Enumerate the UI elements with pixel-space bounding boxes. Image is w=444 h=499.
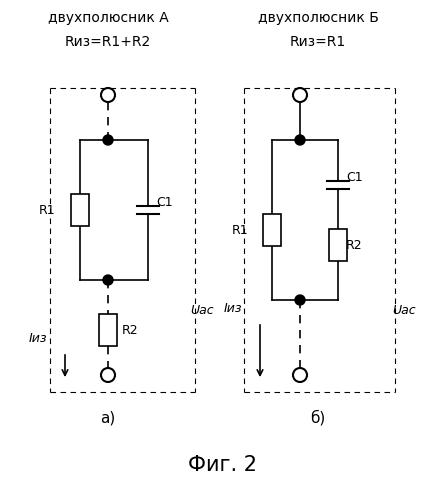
- Text: Rиз=R1: Rиз=R1: [290, 35, 346, 49]
- Circle shape: [103, 135, 113, 145]
- Circle shape: [295, 295, 305, 305]
- Text: C1: C1: [346, 171, 363, 184]
- Text: двухполюсник Б: двухполюсник Б: [258, 11, 378, 25]
- Text: R1: R1: [38, 204, 55, 217]
- Circle shape: [295, 135, 305, 145]
- Text: двухполюсник А: двухполюсник А: [48, 11, 168, 25]
- Text: Uac: Uac: [190, 303, 214, 316]
- Circle shape: [293, 88, 307, 102]
- Bar: [71, 194, 89, 226]
- Text: Фиг. 2: Фиг. 2: [187, 455, 257, 475]
- Text: а): а): [100, 411, 115, 426]
- Text: C1: C1: [156, 196, 173, 209]
- Circle shape: [103, 275, 113, 285]
- Text: R2: R2: [346, 239, 363, 251]
- Text: R2: R2: [122, 323, 139, 336]
- Circle shape: [293, 368, 307, 382]
- Text: Uac: Uac: [392, 303, 416, 316]
- Text: R1: R1: [231, 224, 248, 237]
- Circle shape: [101, 88, 115, 102]
- Text: Rиз=R1+R2: Rиз=R1+R2: [65, 35, 151, 49]
- Text: Iиз: Iиз: [28, 331, 47, 344]
- Bar: [263, 214, 281, 246]
- Text: Iиз: Iиз: [223, 301, 242, 314]
- Circle shape: [101, 368, 115, 382]
- Bar: [99, 314, 117, 346]
- Text: б): б): [310, 410, 325, 426]
- Bar: [329, 229, 347, 261]
